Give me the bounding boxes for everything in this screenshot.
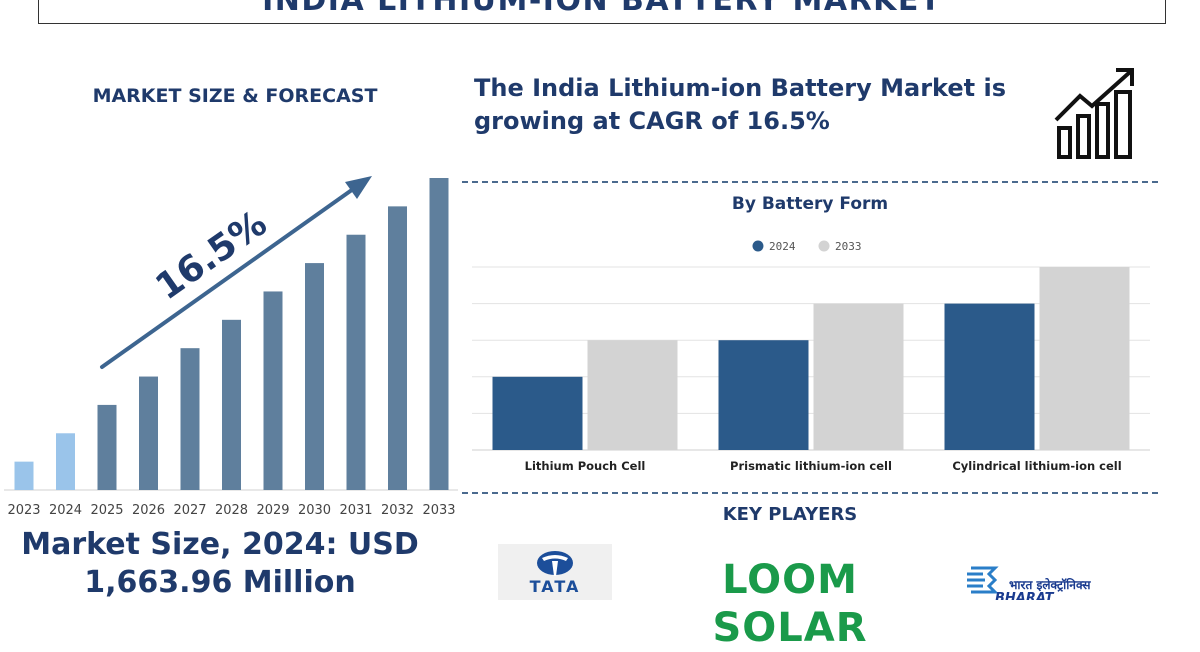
legend-label-2033: 2033 [835,240,862,253]
page-title: INDIA LITHIUM-ION BATTERY MARKET [262,0,942,18]
bar-2033-1 [813,303,904,450]
x-tick-label-2032: 2032 [381,503,414,518]
key-players-heading: KEY PLAYERS [722,504,858,525]
cagr-headline-line-2: growing at CAGR of 16.5% [474,107,830,135]
bar-2023 [14,461,34,490]
bar-2033-2 [1039,267,1130,450]
market-forecast-chart: 2023 2024 2025 2026 2027 2028 2029 2030 2031 2032… [4,176,458,518]
bar-2031 [346,234,366,490]
bel-emblem-icon [967,566,999,594]
x-tick-label-2033: 2033 [422,503,455,518]
tata-wordmark: TATA [529,577,581,596]
bel-hindi-wordmark: भारत इलेक्ट्रॉनिक्स [1009,578,1091,592]
x-tick-label-2024: 2024 [49,503,82,518]
bar-2026 [139,376,158,490]
title-banner: INDIA LITHIUM-ION BATTERY MARKET [38,0,1166,24]
battery-form-chart: 2024 2033 Lithium Pouch Cell Prismatic lith… [472,240,1150,473]
market-size-forecast-heading: MARKET SIZE & FORECAST [92,85,378,107]
category-label-1: Prismatic lithium-ion cell [730,459,892,473]
x-tick-label-2030: 2030 [298,503,331,518]
section-divider-top [462,181,1158,183]
bar-2028 [222,319,241,490]
market-size-line-1: Market Size, 2024: USD [21,527,419,562]
growth-arrow-shaft [100,185,358,369]
x-tick-label-2031: 2031 [339,503,372,518]
cagr-headline: The India Lithium-ion Battery Market is … [474,72,1034,138]
battery-form-chart-title: By Battery Form [731,194,889,214]
cagr-annotation: 16.5% [148,203,274,308]
category-label-2: Cylindrical lithium-ion cell [952,459,1121,473]
bar-2024-2 [944,303,1035,450]
bar-2024 [56,433,75,490]
growth-chart-icon [1054,68,1134,159]
bar-2024-0 [492,376,583,450]
growth-arrow-head [345,176,372,199]
market-size-text: Market Size, 2024: USD 1,663.96 Million [0,526,440,602]
x-tick-label-2027: 2027 [173,503,206,518]
legend-label-2024: 2024 [769,240,796,253]
x-tick-label-2023: 2023 [7,503,40,518]
bel-english-wordmark: BHARAT ELECTRONICS [995,591,1054,600]
bar-2033-0 [587,340,678,450]
legend-marker-2024 [752,240,764,252]
bar-2032 [388,206,407,490]
category-label-0: Lithium Pouch Cell [525,459,646,473]
bar-2025 [97,404,117,490]
market-size-line-2: 1,663.96 Million [84,565,356,600]
bar-2030 [305,263,324,490]
x-tick-label-2029: 2029 [256,503,289,518]
bar-2029 [263,291,283,490]
legend-marker-2033 [818,240,830,252]
loom-solar-logo: LOOM SOLAR [712,557,868,651]
x-tick-label-2026: 2026 [132,503,165,518]
cagr-headline-line-1: The India Lithium-ion Battery Market is [474,74,1006,102]
tata-emblem-icon [537,551,573,576]
bharat-electronics-logo: भारत इलेक्ट्रॉनिक्स BHARAT ELECTRONICS [965,560,1145,600]
x-tick-label-2025: 2025 [90,503,123,518]
tata-logo: TATA [498,544,612,600]
section-divider-bottom [462,492,1158,494]
bar-2024-1 [718,340,809,450]
x-tick-label-2028: 2028 [215,503,248,518]
bar-2033 [429,178,449,490]
bar-2027 [180,348,200,490]
